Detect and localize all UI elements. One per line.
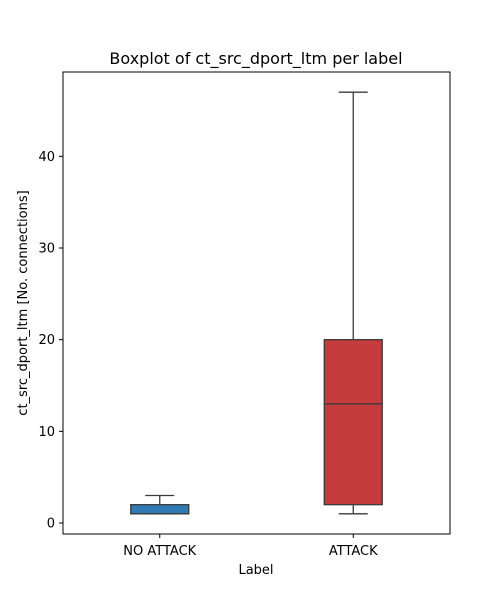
y-tick-label: 0 <box>47 517 55 532</box>
x-tick-label: NO ATTACK <box>123 544 196 559</box>
chart-title: Boxplot of ct_src_dport_ltm per label <box>109 49 402 69</box>
y-tick-label: 40 <box>38 150 55 165</box>
y-tick-label: 10 <box>38 425 55 440</box>
iqr-box <box>323 339 383 506</box>
box-layer <box>130 91 383 515</box>
y-tick-label: 20 <box>38 333 55 348</box>
y-tick-label: 30 <box>38 242 55 257</box>
y-axis-ticks: 0 10 20 30 40 <box>38 150 63 532</box>
x-tick-label: ATTACK <box>329 544 378 559</box>
plot-area-frame <box>62 71 451 535</box>
box-group <box>323 91 383 515</box>
box-group <box>130 494 190 515</box>
iqr-box <box>130 504 190 515</box>
y-axis-label: ct_src_dport_ltm [No. connections] <box>16 190 31 415</box>
x-axis-ticks: NO ATTACK ATTACK <box>123 534 378 559</box>
x-axis-label: Label <box>238 563 273 578</box>
